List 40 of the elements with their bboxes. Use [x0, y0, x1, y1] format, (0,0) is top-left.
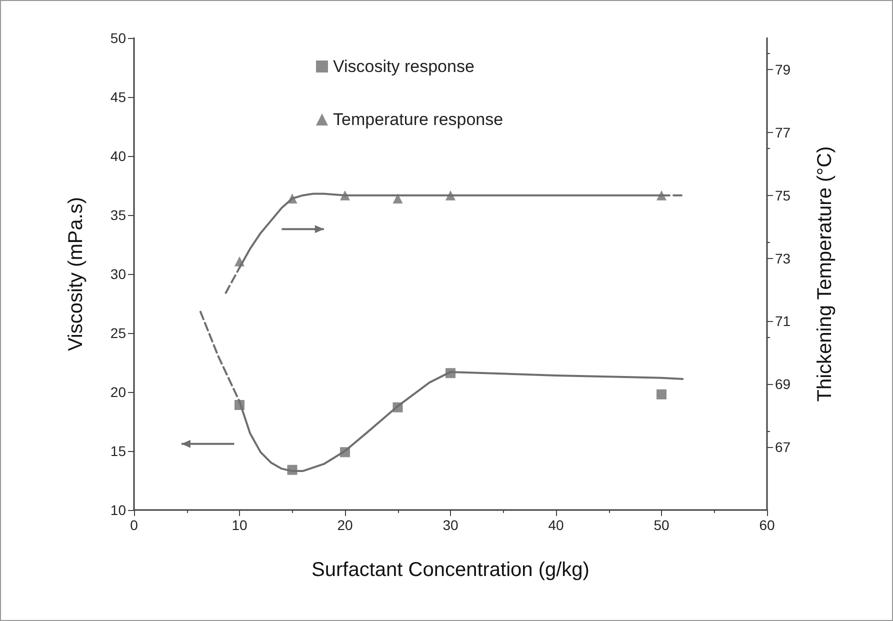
- y-tick-label: 45: [110, 89, 126, 105]
- point: [656, 389, 666, 400]
- x-axis-title: Surfactant Concentration (g/kg): [312, 559, 590, 581]
- y-tick-label: 50: [110, 30, 126, 46]
- point: [340, 447, 350, 458]
- y-tick-label: 20: [110, 384, 126, 400]
- x-tick-label: 60: [759, 517, 775, 533]
- legend-label: Viscosity response: [333, 57, 474, 76]
- point: [340, 190, 350, 200]
- x-tick-label: 30: [442, 517, 458, 533]
- y2-tick-label: 73: [775, 250, 791, 266]
- point: [656, 190, 666, 200]
- y-axis-title: Viscosity (mPa.s): [65, 196, 87, 352]
- point: [392, 193, 403, 204]
- point: [234, 400, 244, 410]
- y-tick-label: 25: [110, 325, 126, 341]
- x-tick-label: 20: [337, 517, 353, 533]
- point: [446, 368, 456, 378]
- y2-tick-label: 79: [775, 61, 791, 78]
- point: [287, 193, 298, 204]
- y2-tick-label: 77: [775, 124, 791, 140]
- y2-tick-label: 67: [775, 439, 791, 456]
- y2-tick-label: 75: [775, 187, 791, 204]
- point: [392, 402, 403, 412]
- y2-axis-title: Thickening Temperature (°C): [814, 146, 836, 402]
- x-tick-label: 10: [232, 517, 248, 533]
- x-tick-label: 50: [654, 517, 670, 533]
- x-tick-label: 0: [130, 517, 138, 533]
- y2-tick-label: 71: [775, 313, 791, 330]
- y-tick-label: 30: [110, 266, 126, 282]
- y-tick-label: 15: [110, 443, 126, 459]
- y2-tick-label: 69: [775, 376, 791, 392]
- y-tick-label: 35: [110, 207, 126, 223]
- point: [287, 464, 298, 475]
- x-tick-label: 40: [548, 517, 564, 533]
- y-tick-label: 10: [110, 502, 126, 518]
- point: [446, 190, 456, 200]
- point: [234, 256, 244, 266]
- legend-label: Temperature response: [333, 110, 504, 129]
- y-tick-label: 40: [110, 148, 126, 164]
